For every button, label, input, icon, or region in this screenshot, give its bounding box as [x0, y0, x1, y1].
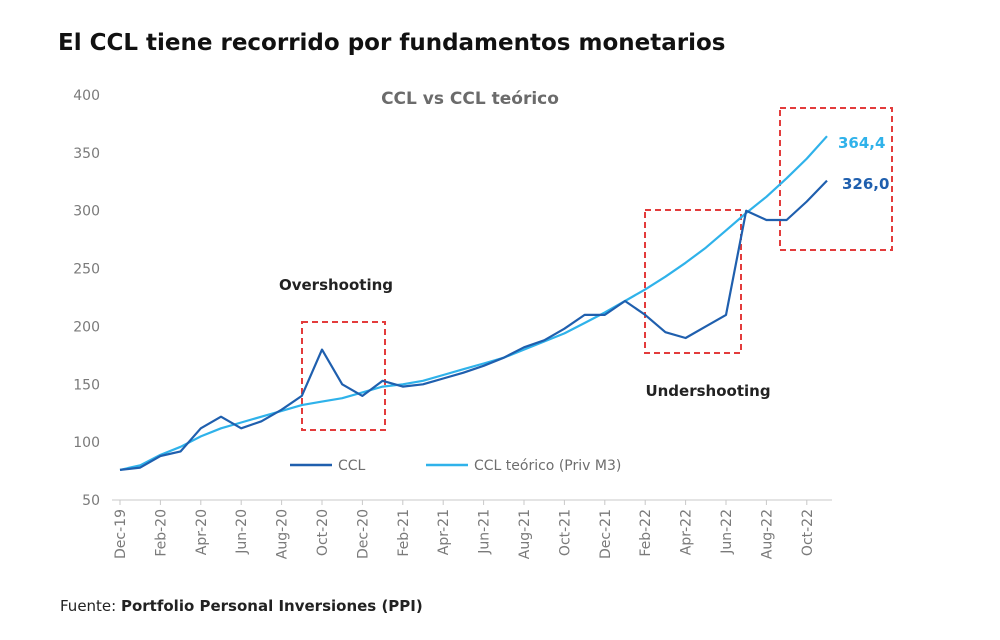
y-tick-label: 350: [73, 146, 100, 162]
y-axis-ticks: 400 350 300 250 200 150 100 50: [73, 88, 100, 509]
x-tick-label: Apr-20: [194, 509, 210, 555]
x-tick-label: Apr-21: [436, 509, 452, 555]
source-prefix: Fuente:: [60, 597, 121, 615]
overshooting-box: [301, 321, 386, 431]
x-tick-label: Jun-21: [477, 509, 493, 555]
x-axis-ticks: Dec-19 Feb-20 Apr-20 Jun-20 Aug-20 Oct-20 Dec-…: [113, 500, 816, 559]
y-tick-label: 200: [73, 319, 100, 335]
y-tick-label: 100: [73, 435, 100, 451]
legend: CCL CCL teórico (Priv M3): [290, 458, 621, 474]
x-tick-label: Aug-20: [275, 509, 291, 559]
x-tick-label: Dec-19: [113, 509, 129, 559]
y-tick-label: 400: [73, 88, 100, 104]
x-tick-label: Oct-22: [800, 509, 816, 556]
series-line-ccl-teorico: [119, 135, 828, 471]
page-title: El CCL tiene recorrido por fundamentos m…: [58, 30, 726, 56]
latest-values-box: [779, 107, 893, 251]
legend-label-ccl: CCL: [338, 458, 366, 474]
annotation-undershooting: Undershooting: [645, 382, 770, 400]
x-tick-label: Aug-21: [517, 509, 533, 559]
series-lines: [119, 135, 828, 471]
y-tick-label: 50: [82, 493, 100, 509]
x-tick-label: Oct-20: [315, 509, 331, 556]
source-name: Portfolio Personal Inversiones (PPI): [120, 597, 423, 615]
legend-label-ccl-teorico: CCL teórico (Priv M3): [474, 458, 621, 474]
x-tick-label: Aug-22: [759, 509, 775, 559]
x-tick-label: Dec-20: [355, 509, 371, 559]
series-line-ccl: [119, 179, 828, 471]
y-tick-label: 300: [73, 204, 100, 220]
x-tick-label: Apr-22: [679, 509, 695, 555]
x-tick-label: Jun-22: [719, 509, 735, 555]
x-tick-label: Oct-21: [557, 509, 573, 556]
chart-title: CCL vs CCL teórico: [381, 89, 559, 109]
x-tick-label: Feb-20: [153, 509, 169, 557]
source-note: Fuente: Portfolio Personal Inversiones (…: [60, 597, 423, 615]
end-label-ccl: 326,0: [842, 175, 889, 193]
end-label-ccl-teorico: 364,4: [838, 134, 885, 152]
x-tick-label: Feb-21: [396, 509, 412, 557]
annotation-overshooting: Overshooting: [279, 276, 393, 294]
y-tick-label: 250: [73, 262, 100, 278]
x-tick-label: Feb-22: [638, 509, 654, 557]
y-tick-label: 150: [73, 377, 100, 393]
x-tick-label: Jun-20: [234, 509, 250, 555]
x-tick-label: Dec-21: [598, 509, 614, 559]
